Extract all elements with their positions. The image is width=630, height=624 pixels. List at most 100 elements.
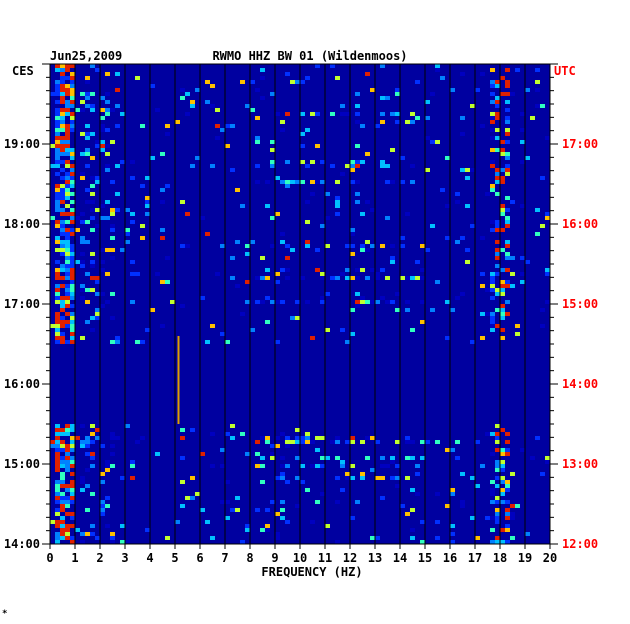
spectro-cell	[180, 456, 185, 460]
spectro-cell	[65, 236, 70, 240]
spectro-cell	[320, 272, 325, 276]
spectro-cell	[405, 512, 410, 516]
spectro-cell	[60, 88, 65, 92]
spectro-cell	[450, 492, 455, 496]
spectro-cell	[260, 256, 265, 260]
spectro-cell	[455, 240, 460, 244]
spectro-cell	[55, 80, 60, 84]
spectro-cell	[110, 224, 115, 228]
spectro-cell	[500, 204, 505, 208]
spectro-cell	[505, 244, 510, 248]
spectro-cell	[60, 72, 65, 76]
spectro-cell	[55, 224, 60, 228]
spectro-cell	[525, 156, 530, 160]
spectro-cell	[385, 216, 390, 220]
spectro-cell	[65, 456, 70, 460]
spectro-cell	[70, 316, 75, 320]
spectro-cell	[105, 152, 110, 156]
spectro-cell	[425, 168, 430, 172]
spectro-cell	[190, 164, 195, 168]
spectro-cell	[395, 88, 400, 92]
spectro-cell	[495, 128, 500, 132]
spectro-cell	[435, 536, 440, 540]
x-tick-label: 16	[443, 551, 457, 565]
spectro-cell	[445, 156, 450, 160]
spectro-cell	[70, 540, 75, 544]
spectro-cell	[150, 156, 155, 160]
spectro-cell	[55, 480, 60, 484]
spectro-cell	[180, 244, 185, 248]
spectro-cell	[70, 228, 75, 232]
spectro-cell	[70, 152, 75, 156]
spectro-cell	[65, 460, 70, 464]
spectro-cell	[80, 540, 85, 544]
spectro-cell	[500, 468, 505, 472]
spectro-cell	[405, 212, 410, 216]
spectro-cell	[400, 504, 405, 508]
spectro-cell	[335, 276, 340, 280]
spectro-cell	[495, 536, 500, 540]
spectro-cell	[215, 136, 220, 140]
spectro-cell	[345, 276, 350, 280]
spectro-cell	[190, 100, 195, 104]
spectro-cell	[110, 108, 115, 112]
spectro-cell	[335, 180, 340, 184]
spectro-cell	[275, 436, 280, 440]
spectro-cell	[400, 244, 405, 248]
spectro-cell	[335, 476, 340, 480]
spectro-cell	[110, 212, 115, 216]
spectro-cell	[275, 340, 280, 344]
left-tick-label: 14:00	[4, 537, 40, 551]
spectro-cell	[65, 296, 70, 300]
spectro-cell	[480, 284, 485, 288]
spectro-cell	[495, 460, 500, 464]
spectro-cell	[140, 184, 145, 188]
spectro-cell	[60, 76, 65, 80]
spectro-cell	[95, 280, 100, 284]
spectro-cell	[70, 88, 75, 92]
spectro-cell	[495, 272, 500, 276]
spectro-cell	[60, 476, 65, 480]
spectro-cell	[415, 492, 420, 496]
spectro-cell	[225, 480, 230, 484]
spectro-cell	[395, 464, 400, 468]
spectro-cell	[365, 276, 370, 280]
spectro-cell	[90, 176, 95, 180]
x-tick-label: 18	[493, 551, 507, 565]
spectro-cell	[165, 536, 170, 540]
spectro-cell	[100, 268, 105, 272]
spectro-cell	[60, 140, 65, 144]
spectro-cell	[505, 92, 510, 96]
spectro-cell	[495, 104, 500, 108]
spectro-cell	[490, 328, 495, 332]
spectro-cell	[60, 168, 65, 172]
spectro-cell	[280, 232, 285, 236]
spectro-cell	[165, 124, 170, 128]
spectro-cell	[55, 460, 60, 464]
spectro-cell	[70, 232, 75, 236]
spectro-cell	[430, 140, 435, 144]
spectro-cell	[285, 184, 290, 188]
spectro-cell	[70, 284, 75, 288]
axes: 0 1 2 3 4 5 6 7 8 9 10 11 12 13 14 15 16 17 18 19 2019:0018:…	[4, 63, 598, 565]
spectro-cell	[375, 476, 380, 480]
spectro-cell	[355, 292, 360, 296]
spectro-cell	[220, 244, 225, 248]
spectro-cell	[125, 540, 130, 544]
spectro-cell	[300, 132, 305, 136]
spectro-cell	[520, 140, 525, 144]
spectro-cell	[70, 276, 75, 280]
spectro-cell	[105, 168, 110, 172]
spectro-cell	[60, 500, 65, 504]
spectro-cell	[175, 520, 180, 524]
spectro-cell	[90, 452, 95, 456]
spectro-cell	[90, 200, 95, 204]
spectro-cell	[70, 112, 75, 116]
spectro-cell	[365, 300, 370, 304]
spectro-cell	[55, 296, 60, 300]
spectro-cell	[60, 160, 65, 164]
spectro-cell	[255, 136, 260, 140]
spectro-cell	[535, 68, 540, 72]
spectro-cell	[230, 508, 235, 512]
spectro-cell	[490, 116, 495, 120]
